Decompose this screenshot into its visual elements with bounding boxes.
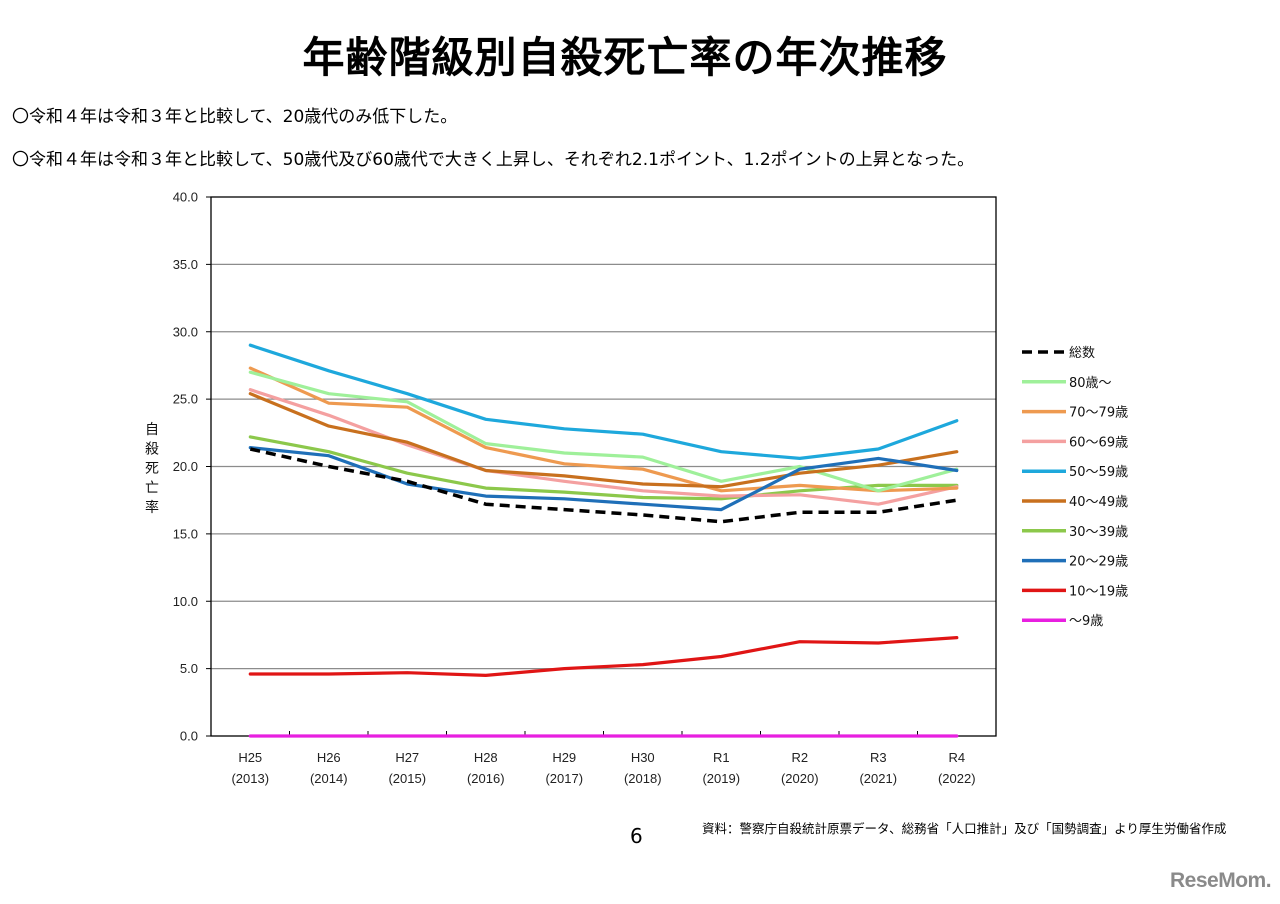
- x-tick-labels: H25 (2013) H26 (2014) H27 (2015) H28 (2016) H29 (…: [231, 750, 975, 786]
- y-tick-label: 0.0: [180, 729, 198, 744]
- x-tick-label: H29: [552, 750, 576, 765]
- legend-label: 10〜19歳: [1069, 584, 1128, 599]
- x-tick-label: H28: [474, 750, 498, 765]
- x-tick-label: R3: [870, 750, 887, 765]
- legend-item: 40〜49歳: [1022, 495, 1128, 510]
- legend-item: 70〜79歳: [1022, 406, 1128, 421]
- legend-label: 30〜39歳: [1069, 525, 1128, 540]
- series-line-50〜59歳: [248, 343, 959, 460]
- x-tick-label-year: (2022): [938, 771, 976, 786]
- x-tick-label-year: (2016): [467, 771, 505, 786]
- legend-label: 50〜59歳: [1069, 465, 1128, 480]
- y-axis-label-char: 率: [145, 499, 159, 516]
- series-line-60〜69歳: [248, 388, 959, 506]
- y-tick-label: 10.0: [173, 594, 198, 609]
- legend-item: 20〜29歳: [1022, 555, 1128, 570]
- series-line-総数: [249, 447, 958, 524]
- y-tick-label: 25.0: [173, 392, 198, 407]
- summary-bullet-2: 〇令和４年は令和３年と比較して、50歳代及び60歳代で大きく上昇し、それぞれ2.…: [12, 150, 975, 170]
- y-axis-label-char: 自: [145, 422, 159, 438]
- y-tick-labels: 0.0 5.0 10.0 15.0 20.0 25.0 30.0 35.0 40.0: [173, 190, 198, 744]
- series-line-20〜29歳: [248, 446, 959, 512]
- legend-item: 50〜59歳: [1022, 465, 1128, 480]
- resemom-logo: ReseMom.: [1170, 869, 1272, 892]
- page-number: 6: [630, 824, 643, 848]
- y-axis-label-char: 死: [145, 461, 159, 477]
- legend-item: 総数: [1022, 346, 1095, 361]
- x-tick-label: H25: [238, 750, 262, 765]
- x-tick-label-year: (2018): [624, 771, 662, 786]
- y-axis-label: 自殺死亡率: [145, 422, 159, 516]
- legend-item: 30〜39歳: [1022, 525, 1128, 540]
- series-line-70〜79歳: [248, 366, 959, 493]
- y-tick-label: 15.0: [173, 526, 198, 541]
- gridlines: [211, 263, 996, 670]
- y-tick-label: 40.0: [173, 190, 198, 205]
- x-tick-label: R4: [948, 750, 965, 765]
- x-tick-label-year: (2021): [859, 771, 897, 786]
- x-tick-label-year: (2019): [702, 771, 740, 786]
- legend-label: 70〜79歳: [1069, 406, 1128, 421]
- x-tick-label-year: (2013): [231, 771, 269, 786]
- x-tick-label-year: (2015): [388, 771, 426, 786]
- series-line-40〜49歳: [248, 392, 959, 489]
- legend-label: 40〜49歳: [1069, 495, 1128, 510]
- y-tick-label: 30.0: [173, 324, 198, 339]
- x-tick-label: R2: [791, 750, 808, 765]
- y-axis-label-char: 殺: [145, 442, 159, 458]
- summary-bullet-1: 〇令和４年は令和３年と比較して、20歳代のみ低下した。: [12, 107, 458, 127]
- legend-label: 〜9歳: [1069, 614, 1103, 629]
- x-tick-label: H26: [317, 750, 341, 765]
- legend-label: 総数: [1069, 346, 1095, 361]
- y-axis-label-char: 亡: [145, 481, 159, 497]
- x-tick-label-year: (2014): [310, 771, 348, 786]
- x-tick-label-year: (2020): [781, 771, 819, 786]
- y-tick-label: 5.0: [180, 661, 198, 676]
- legend-label: 20〜29歳: [1069, 555, 1128, 570]
- x-tick-label: H27: [395, 750, 419, 765]
- source-note: 資料：警察庁自殺統計原票データ、総務省「人口推計」及び「国勢調査」より厚生労働省…: [702, 821, 1227, 836]
- series-line-80歳〜: [248, 370, 959, 493]
- x-tick-label-year: (2017): [545, 771, 583, 786]
- legend-label: 80歳〜: [1069, 376, 1112, 391]
- x-tick-label: R1: [713, 750, 730, 765]
- legend-item: 80歳〜: [1022, 376, 1112, 391]
- legend: 総数 80歳〜 70〜79歳 60〜69歳 50〜59歳 40〜49歳 30〜39歳 20〜2…: [1022, 346, 1128, 629]
- series-line-10〜19歳: [248, 636, 959, 677]
- series-lines: [248, 343, 959, 738]
- legend-item: 〜9歳: [1022, 614, 1103, 629]
- legend-item: 10〜19歳: [1022, 584, 1128, 599]
- legend-item: 60〜69歳: [1022, 435, 1128, 450]
- line-chart: 0.0 5.0 10.0 15.0 20.0 25.0 30.0 35.0 40.0 H25 (2…: [145, 190, 1128, 787]
- y-tick-label: 35.0: [173, 257, 198, 272]
- x-tick-label: H30: [631, 750, 655, 765]
- page-title: 年齢階級別自殺死亡率の年次推移: [302, 33, 948, 82]
- y-tick-label: 20.0: [173, 459, 198, 474]
- legend-label: 60〜69歳: [1069, 435, 1128, 450]
